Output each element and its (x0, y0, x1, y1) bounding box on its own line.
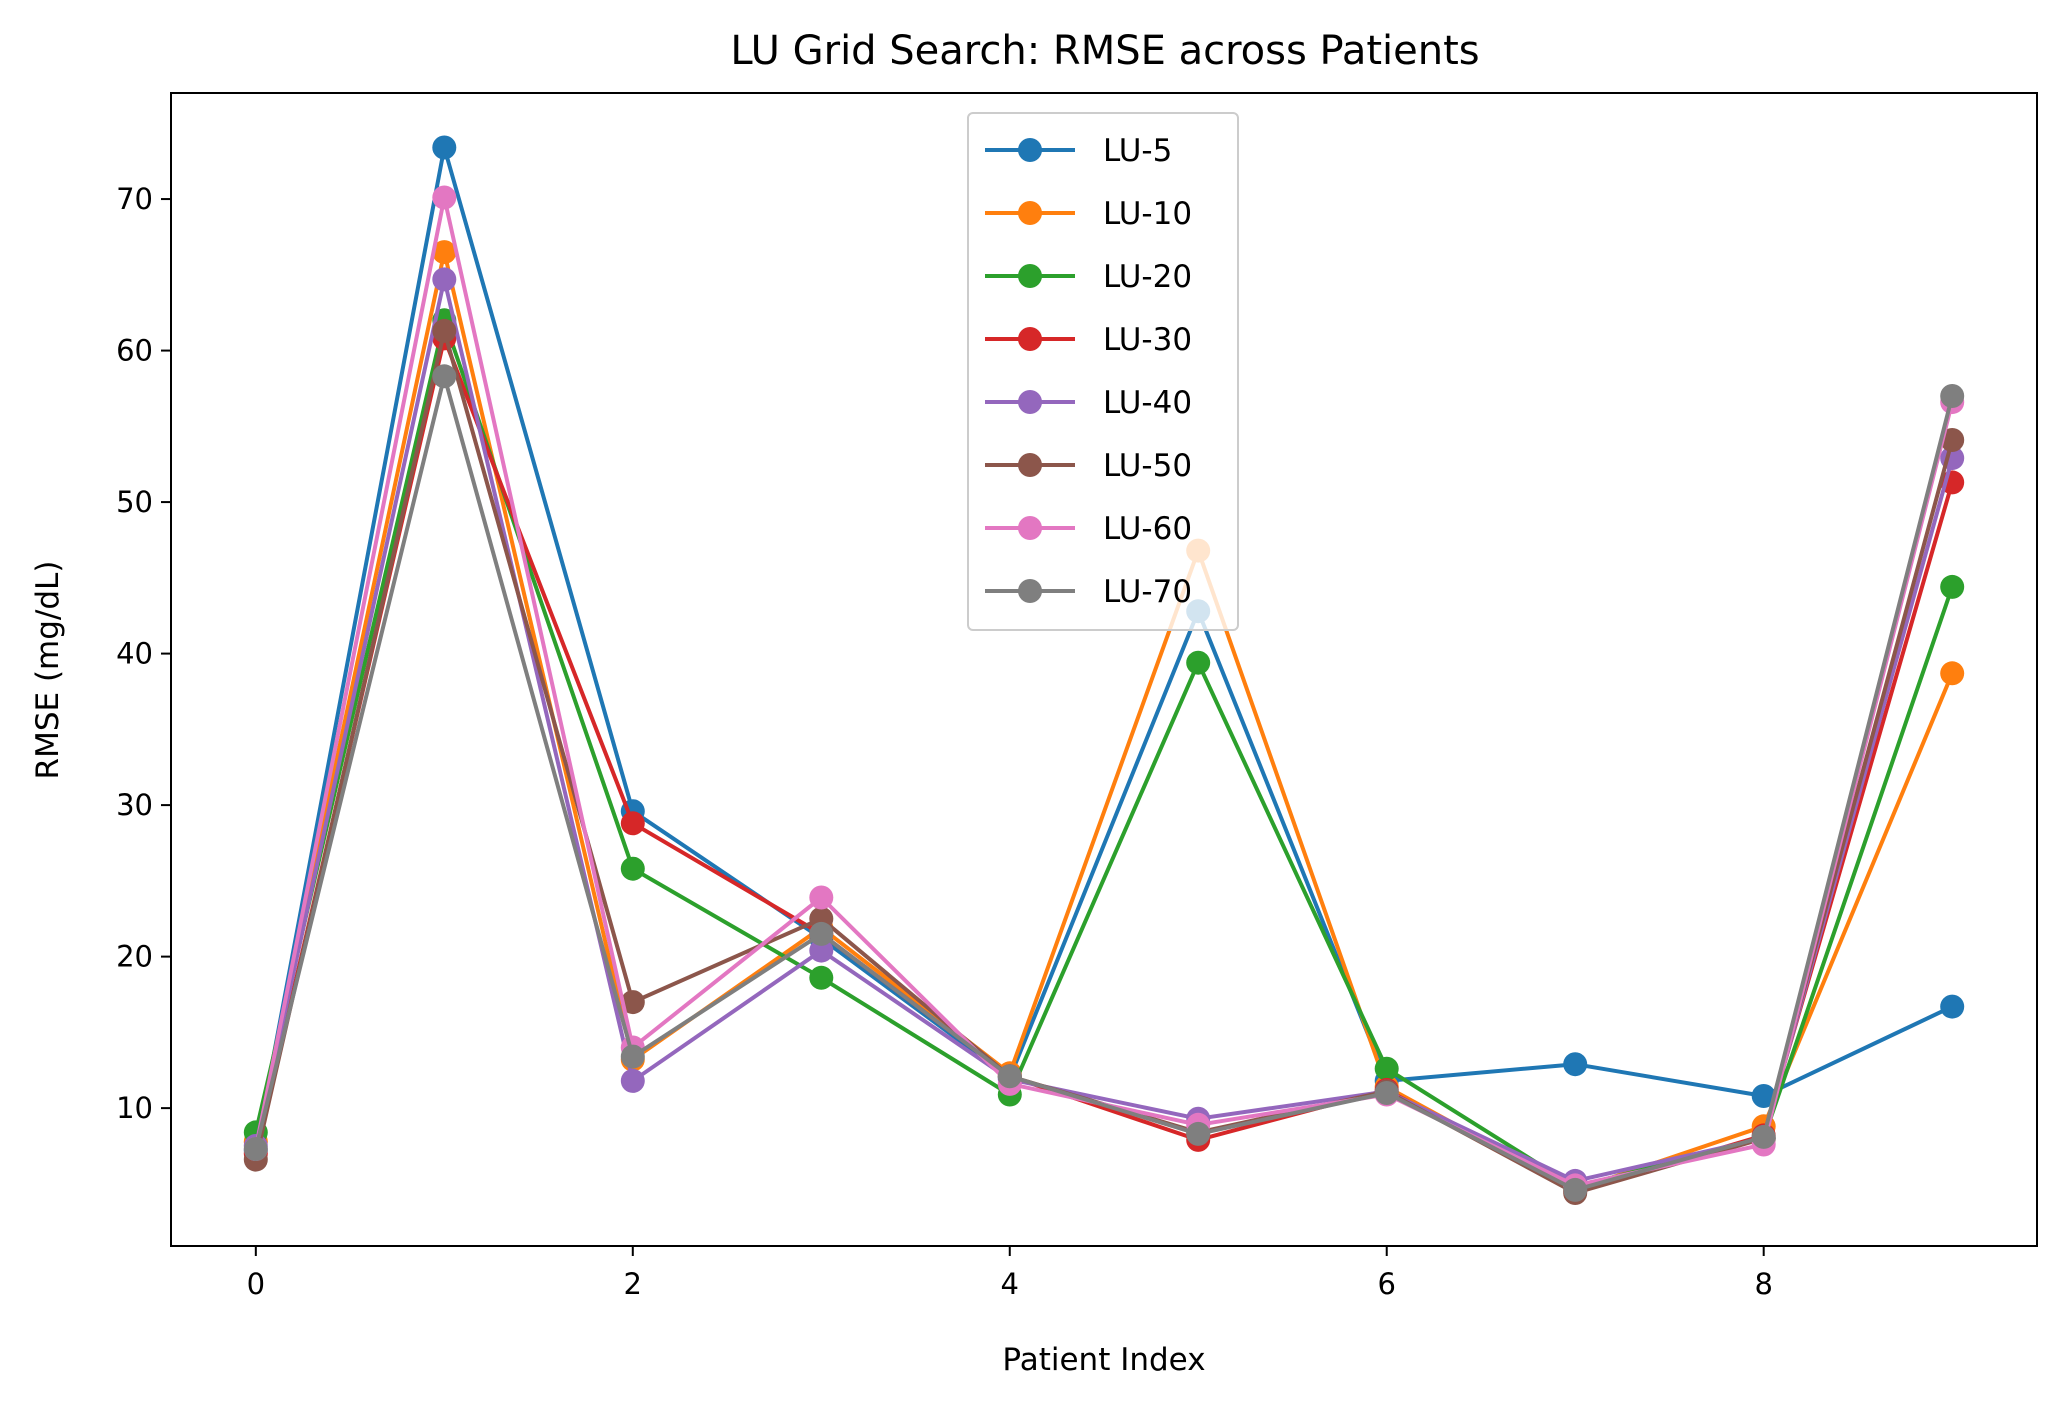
y-tick-label: 10 (116, 1091, 153, 1125)
data-point (1751, 1084, 1776, 1108)
data-point (432, 318, 457, 343)
data-point (809, 965, 834, 990)
legend-item: LU-40 (985, 385, 1192, 421)
x-axis: 0 2 4 6 8 (247, 1246, 1773, 1301)
y-tick-label: 20 (116, 940, 153, 974)
data-point (432, 364, 457, 389)
legend-item: LU-70 (985, 574, 1192, 610)
data-point (1186, 1121, 1211, 1146)
data-point (1940, 384, 1965, 408)
data-point (809, 938, 834, 963)
data-point (1940, 994, 1965, 1019)
legend-item: LU-60 (985, 511, 1192, 547)
legend-label: LU-40 (1103, 385, 1192, 421)
legend-marker (1018, 453, 1042, 477)
series-line (253, 374, 1955, 1192)
data-point (620, 856, 645, 881)
y-tick-label: 70 (116, 182, 153, 216)
data-point (432, 185, 457, 210)
legend-frame (967, 112, 1239, 631)
data-point (620, 990, 645, 1015)
data-point (1563, 1052, 1588, 1077)
data-point (1751, 1124, 1776, 1149)
series-LU-70 (243, 364, 1965, 1202)
legend-marker (1018, 390, 1042, 414)
y-axis: 10 20 30 40 50 60 70 (116, 182, 171, 1125)
legend-marker (1018, 138, 1042, 162)
data-point (997, 1064, 1022, 1089)
legend-item: LU-10 (985, 196, 1192, 232)
data-point (1940, 661, 1965, 686)
data-point (1940, 428, 1965, 452)
legend-marker (1018, 201, 1042, 225)
data-point (1940, 574, 1965, 599)
legend-label: LU-50 (1103, 448, 1192, 484)
x-tick-label: 0 (247, 1267, 265, 1301)
y-tick-label: 50 (116, 485, 153, 519)
data-point (1563, 1177, 1588, 1202)
legend-label: LU-5 (1103, 133, 1172, 169)
data-point (620, 1044, 645, 1069)
y-tick-label: 40 (116, 637, 153, 671)
y-axis-label: RMSE (mg/dL) (30, 561, 66, 780)
legend-marker (1018, 579, 1042, 603)
series-layer (243, 135, 1965, 1205)
data-point (809, 885, 834, 910)
legend-item: LU-50 (985, 448, 1192, 484)
legend-marker (1018, 327, 1042, 351)
legend-label: LU-20 (1103, 259, 1192, 295)
x-axis-label: Patient Index (1002, 1342, 1205, 1378)
legend-label: LU-60 (1103, 511, 1192, 547)
data-point (432, 135, 457, 160)
x-tick-label: 2 (624, 1267, 642, 1301)
data-point (432, 240, 457, 265)
legend-marker (1018, 264, 1042, 288)
data-point (432, 267, 457, 292)
legend: LU-5 LU-10 LU-20 LU-30 LU-40 LU-50 LU-60 LU-70 (967, 112, 1239, 631)
y-tick-label: 60 (116, 334, 153, 368)
legend-label: LU-30 (1103, 322, 1192, 358)
data-point (1374, 1056, 1399, 1081)
y-tick-label: 30 (116, 788, 153, 822)
legend-label: LU-70 (1103, 574, 1192, 610)
data-point (243, 1137, 268, 1161)
data-point (1186, 650, 1211, 675)
x-tick-label: 8 (1754, 1267, 1772, 1301)
data-point (809, 921, 834, 946)
x-tick-label: 6 (1378, 1267, 1396, 1301)
plot-frame (170, 92, 2038, 1247)
legend-item: LU-30 (985, 322, 1192, 358)
legend-label: LU-10 (1103, 196, 1192, 232)
series-line (253, 277, 1955, 1183)
data-point (1374, 1081, 1399, 1105)
legend-item: LU-5 (985, 133, 1172, 169)
data-point (620, 811, 645, 836)
series-line (253, 145, 1954, 1151)
chart-title: LU Grid Search: RMSE across Patients (730, 28, 1479, 74)
legend-item: LU-20 (985, 259, 1192, 295)
data-point (620, 1068, 645, 1093)
legend-marker (1018, 516, 1042, 540)
x-tick-label: 4 (1001, 1267, 1019, 1301)
